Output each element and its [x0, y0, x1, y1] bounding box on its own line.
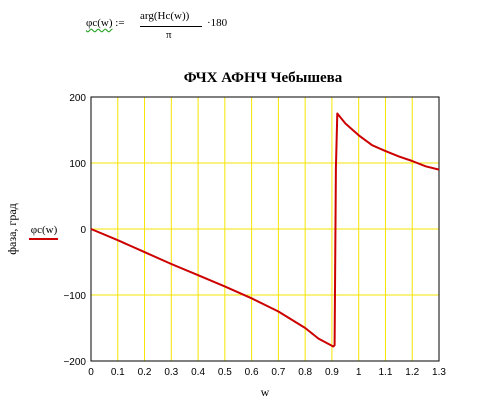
formula-function-name: φc(w): [86, 17, 113, 29]
x-tick-label: 1: [356, 367, 362, 378]
x-axis-label: w: [261, 385, 270, 399]
x-tick-label: 0.9: [325, 367, 339, 378]
formula-multiplier: ·180: [207, 17, 228, 29]
formula-numerator: arg(Hc(w)): [140, 10, 190, 22]
y-axis-label: фаза, град: [5, 203, 19, 255]
x-tick-label: 1.1: [379, 367, 393, 378]
x-tick-label: 1.3: [432, 367, 446, 378]
x-tick-label: 1.2: [405, 367, 419, 378]
formula-lhs: φc(w) :=: [86, 17, 125, 29]
x-tick-label: 0.4: [191, 367, 205, 378]
y-tick-label: 0: [80, 225, 86, 236]
chart-title: ФЧХ АФНЧ Чебышева: [184, 70, 343, 86]
x-tick-label: 0.7: [271, 367, 285, 378]
x-tick-label: 0.8: [298, 367, 312, 378]
x-tick-label: 0: [88, 367, 94, 378]
y-tick-label: 100: [69, 159, 86, 170]
x-tick-label: 0.6: [245, 367, 259, 378]
x-tick-label: 0.3: [164, 367, 178, 378]
series-line-phase: [90, 112, 440, 348]
formula-fraction-bar: [140, 26, 202, 27]
y-tick-label: −100: [63, 291, 86, 302]
legend-label: φc(w): [31, 224, 58, 236]
grid: [91, 97, 439, 361]
formula-denominator: π: [166, 29, 172, 41]
y-tick-labels: 200 100 0 −100 −200: [63, 93, 86, 368]
x-tick-label: 0.5: [218, 367, 232, 378]
y-tick-label: 200: [69, 93, 86, 104]
x-tick-labels: 0 0.1 0.2 0.3 0.4 0.5 0.6 0.7 0.8 0.9 1 1.1 1.2 1.3: [88, 367, 446, 378]
x-tick-label: 0.2: [138, 367, 152, 378]
formula-assign: :=: [115, 17, 125, 29]
x-tick-label: 0.1: [111, 367, 125, 378]
series-layer: [90, 112, 440, 348]
y-tick-label: −200: [63, 357, 86, 368]
